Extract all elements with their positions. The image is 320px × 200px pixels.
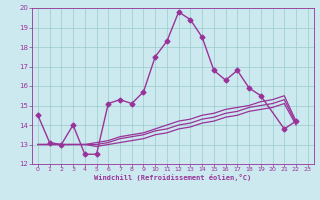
X-axis label: Windchill (Refroidissement éolien,°C): Windchill (Refroidissement éolien,°C): [94, 174, 252, 181]
